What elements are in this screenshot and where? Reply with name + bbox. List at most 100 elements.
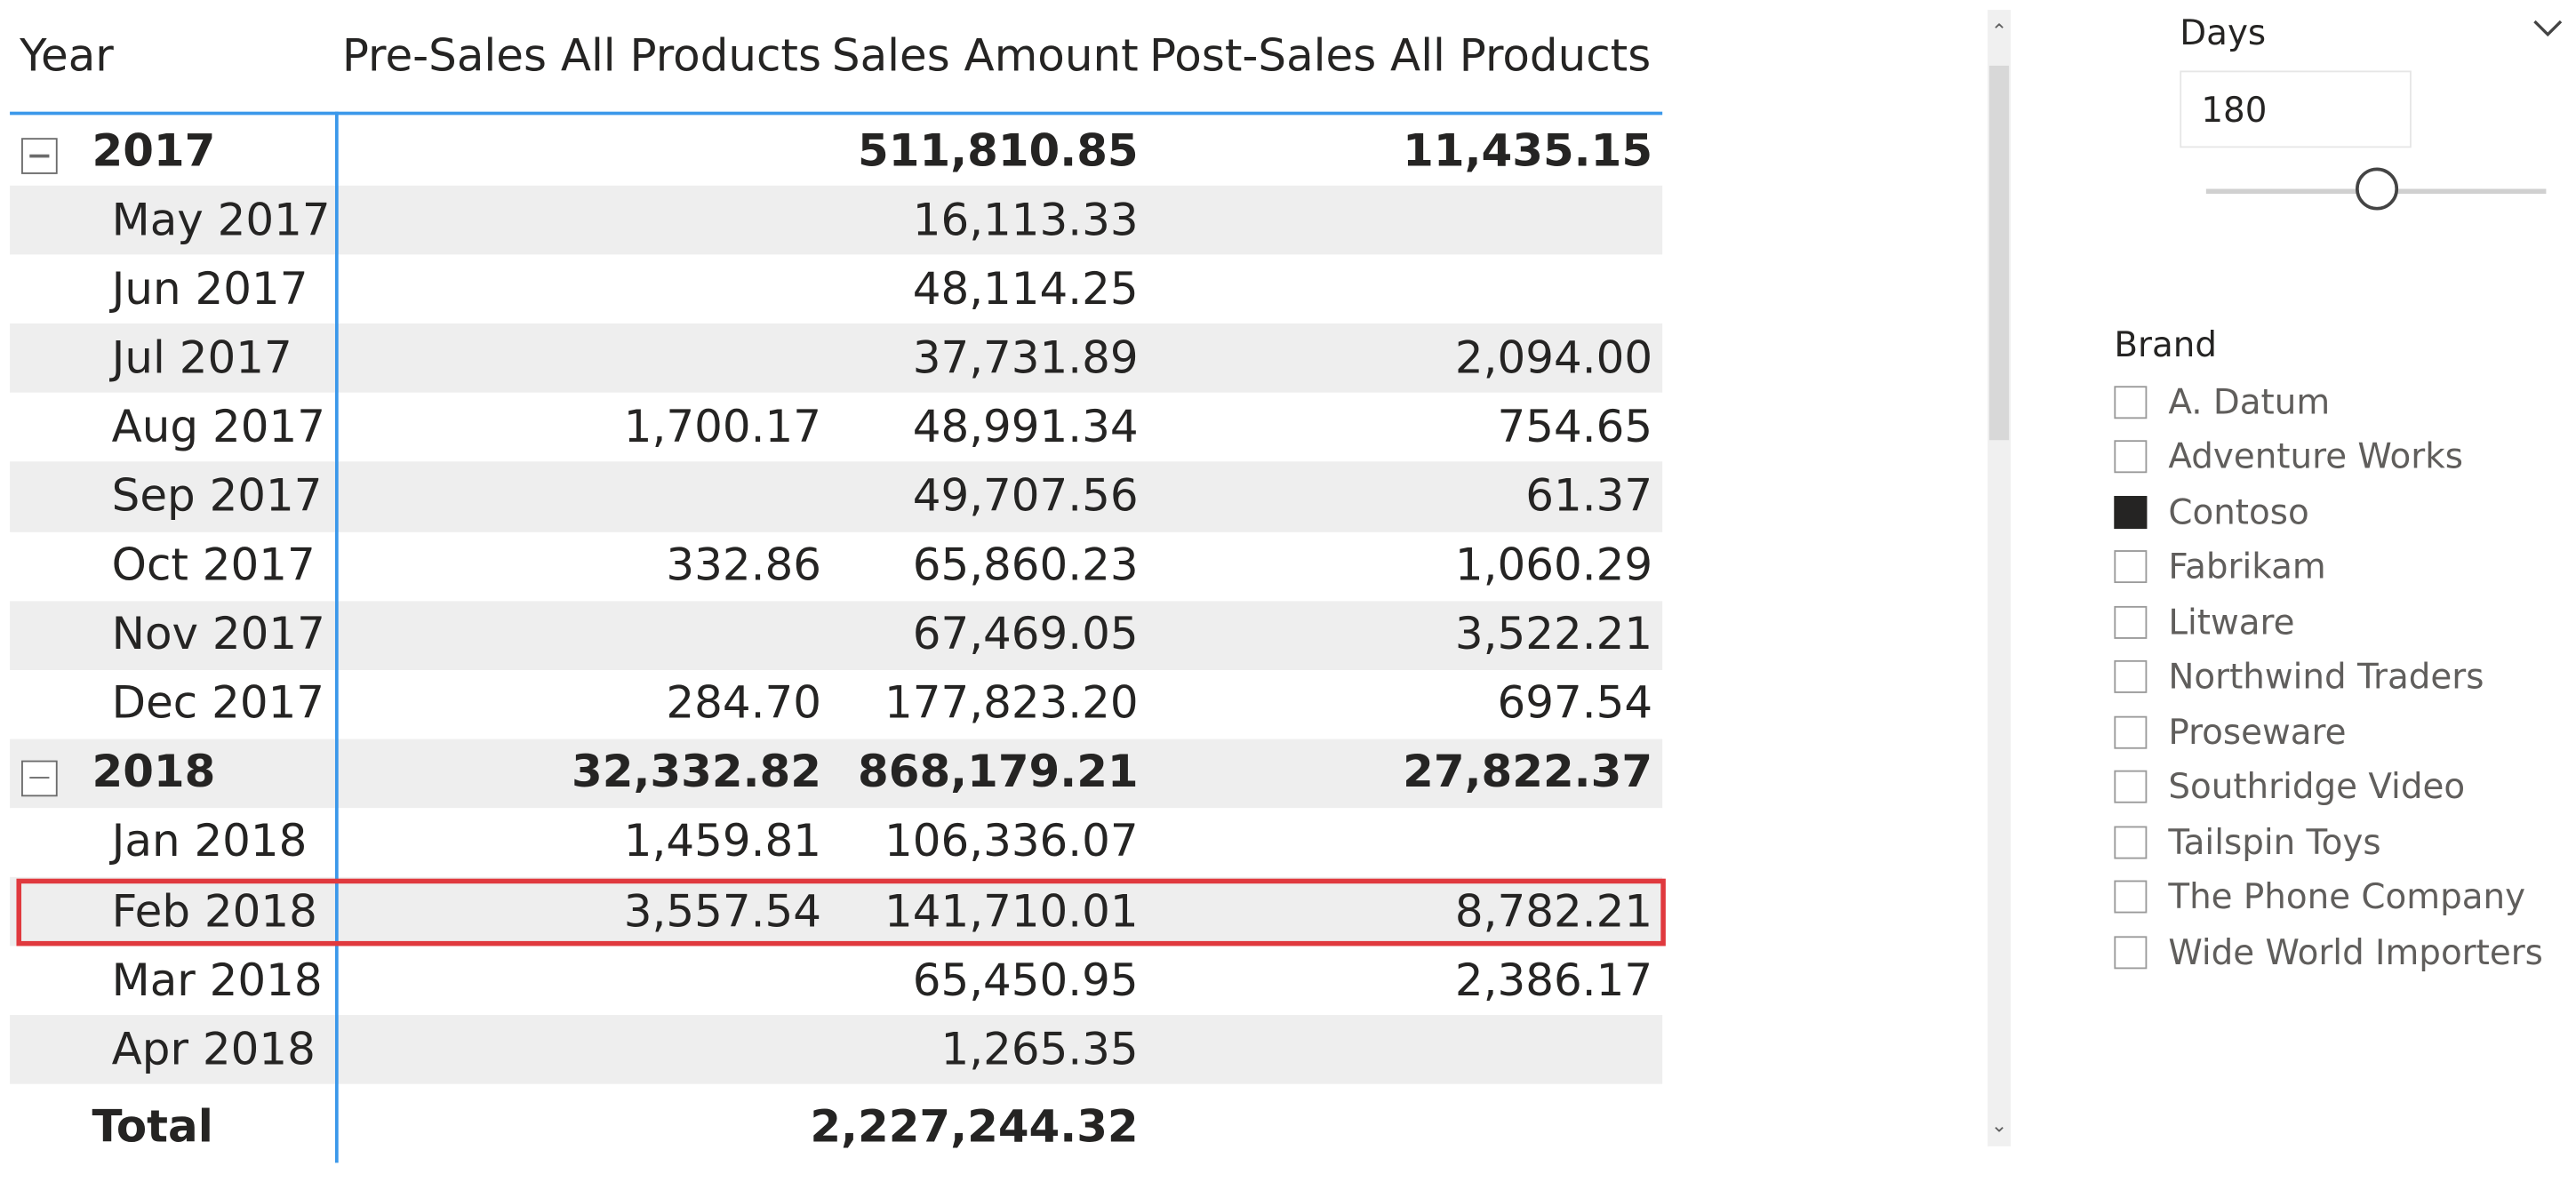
sales-amount-cell: 65,860.23 xyxy=(912,540,1139,592)
brand-option[interactable]: Adventure Works xyxy=(2114,429,2573,484)
row-label: Sep 2017 xyxy=(111,471,323,523)
days-value-input[interactable]: 180 xyxy=(2180,70,2412,148)
month-row[interactable]: May 2017 16,113.33 xyxy=(10,185,1663,255)
month-row[interactable]: Apr 2018 1,265.35 xyxy=(10,1015,1663,1085)
collapse-icon[interactable] xyxy=(21,760,58,796)
vertical-scrollbar[interactable]: ⌃ ⌄ xyxy=(1988,10,2011,1146)
pre-sales-cell: 284.70 xyxy=(666,678,821,731)
row-label: Jan 2018 xyxy=(111,817,308,868)
row-label: Jul 2017 xyxy=(111,332,292,385)
year-row[interactable]: 2017 511,810.85 11,435.15 xyxy=(10,116,1662,186)
row-label: Apr 2018 xyxy=(111,1024,316,1076)
row-label: 2017 xyxy=(92,125,216,177)
checkbox[interactable] xyxy=(2114,385,2148,419)
post-sales-cell: 27,822.37 xyxy=(1403,747,1653,799)
sales-amount-cell: 65,450.95 xyxy=(912,954,1139,1007)
month-row[interactable]: Jan 2018 1,459.81 106,336.07 xyxy=(10,808,1662,877)
brand-option[interactable]: Fabrikam xyxy=(2114,539,2573,595)
row-label: Dec 2017 xyxy=(111,678,325,731)
month-row[interactable]: Jun 2017 48,114.25 xyxy=(10,255,1662,324)
checkbox[interactable] xyxy=(2114,660,2148,694)
scroll-thumb[interactable] xyxy=(1988,65,2010,441)
brand-option[interactable]: Northwind Traders xyxy=(2114,650,2573,705)
month-row[interactable]: Dec 2017 284.70 177,823.20 697.54 xyxy=(10,670,1662,739)
column-header-pre-sales[interactable]: Pre-Sales All Products xyxy=(341,30,821,82)
scroll-down-arrow[interactable]: ⌄ xyxy=(1990,1113,2008,1137)
column-header-sales-amount[interactable]: Sales Amount xyxy=(831,30,1139,82)
row-label: Jun 2017 xyxy=(111,264,308,315)
pre-sales-cell: 332.86 xyxy=(666,540,821,592)
brand-option[interactable]: Wide World Importers xyxy=(2114,924,2573,979)
month-row[interactable]: Jul 2017 37,731.89 2,094.00 xyxy=(10,323,1663,394)
checkbox[interactable] xyxy=(2114,771,2148,804)
row-label: Feb 2018 xyxy=(111,886,317,938)
brand-option[interactable]: Proseware xyxy=(2114,705,2573,760)
sales-amount-cell: 141,710.01 xyxy=(884,886,1139,938)
sales-amount-cell: 37,731.89 xyxy=(912,332,1139,385)
days-slicer-title: Days xyxy=(2180,12,2267,53)
brand-option-label: Wide World Importers xyxy=(2168,932,2543,972)
checkbox[interactable] xyxy=(2114,880,2148,914)
brand-option-label: Proseware xyxy=(2168,712,2347,752)
month-row[interactable]: Feb 2018 3,557.54 141,710.01 8,782.21 xyxy=(10,876,1663,946)
month-row[interactable]: Aug 2017 1,700.17 48,991.34 754.65 xyxy=(10,393,1662,462)
brand-option-label: Southridge Video xyxy=(2168,767,2466,807)
brand-slicer-list: A. Datum Adventure Works Contoso Fabrikam Li… xyxy=(2114,374,2573,979)
row-label: Oct 2017 xyxy=(111,540,316,592)
brand-option[interactable]: Contoso xyxy=(2114,484,2573,539)
sales-amount-cell: 67,469.05 xyxy=(912,609,1139,661)
total-sales-amount-cell: 2,227,244.32 xyxy=(810,1101,1139,1153)
row-label: May 2017 xyxy=(111,195,331,246)
post-sales-cell: 3,522.21 xyxy=(1454,609,1653,661)
sales-amount-cell: 511,810.85 xyxy=(858,125,1139,177)
pre-sales-cell: 1,459.81 xyxy=(623,817,821,868)
checkbox[interactable] xyxy=(2114,715,2148,749)
collapse-icon[interactable] xyxy=(21,138,58,174)
post-sales-cell: 2,094.00 xyxy=(1454,332,1653,385)
brand-option-label: A. Datum xyxy=(2168,382,2331,422)
pre-sales-cell: 1,700.17 xyxy=(623,402,821,453)
month-row[interactable]: Nov 2017 67,469.05 3,522.21 xyxy=(10,600,1663,670)
month-row[interactable]: Mar 2018 65,450.95 2,386.17 xyxy=(10,946,1662,1016)
row-label: Aug 2017 xyxy=(111,402,325,453)
month-row[interactable]: Oct 2017 332.86 65,860.23 1,060.29 xyxy=(10,531,1662,601)
post-sales-cell: 697.54 xyxy=(1497,678,1653,731)
checkbox[interactable] xyxy=(2114,935,2148,969)
sales-amount-cell: 48,991.34 xyxy=(912,402,1139,453)
column-header-year[interactable]: Year xyxy=(20,30,114,82)
chevron-down-icon[interactable] xyxy=(2530,10,2566,46)
checkbox[interactable] xyxy=(2114,495,2148,529)
matrix-rows: 2017 511,810.85 11,435.15 May 2017 16,113.33… xyxy=(10,116,1663,1170)
row-label: 2018 xyxy=(92,747,216,799)
brand-option-label: Fabrikam xyxy=(2168,547,2326,587)
column-header-post-sales[interactable]: Post-Sales All Products xyxy=(1148,30,1652,82)
header-divider xyxy=(10,111,1663,115)
brand-slicer-title: Brand xyxy=(2114,324,2217,365)
sales-amount-cell: 16,113.33 xyxy=(912,195,1139,246)
brand-option[interactable]: Litware xyxy=(2114,595,2573,650)
sales-amount-cell: 49,707.56 xyxy=(912,471,1139,523)
total-row: Total 2,227,244.32 xyxy=(10,1084,1662,1170)
row-header-divider xyxy=(334,111,338,1163)
scroll-up-arrow[interactable]: ⌃ xyxy=(1990,20,2008,44)
checkbox[interactable] xyxy=(2114,605,2148,639)
row-label: Mar 2018 xyxy=(111,954,323,1007)
sales-amount-cell: 177,823.20 xyxy=(884,678,1139,731)
brand-option-label: Adventure Works xyxy=(2168,437,2463,477)
days-slider-handle[interactable] xyxy=(2355,167,2398,211)
brand-option-label: The Phone Company xyxy=(2168,877,2526,917)
brand-option-label: Litware xyxy=(2168,602,2295,643)
checkbox[interactable] xyxy=(2114,550,2148,584)
brand-option-label: Tailspin Toys xyxy=(2168,822,2381,862)
sales-amount-cell: 868,179.21 xyxy=(858,747,1139,799)
brand-option[interactable]: The Phone Company xyxy=(2114,870,2573,925)
year-row[interactable]: 2018 32,332.82 868,179.21 27,822.37 xyxy=(10,739,1663,809)
matrix-visual: Year Pre-Sales All Products Sales Amount… xyxy=(10,30,1666,1163)
checkbox[interactable] xyxy=(2114,440,2148,474)
month-row[interactable]: Sep 2017 49,707.56 61.37 xyxy=(10,462,1663,531)
brand-option[interactable]: A. Datum xyxy=(2114,374,2573,429)
brand-option[interactable]: Southridge Video xyxy=(2114,760,2573,815)
post-sales-cell: 61.37 xyxy=(1525,471,1653,523)
checkbox[interactable] xyxy=(2114,826,2148,859)
brand-option[interactable]: Tailspin Toys xyxy=(2114,815,2573,870)
